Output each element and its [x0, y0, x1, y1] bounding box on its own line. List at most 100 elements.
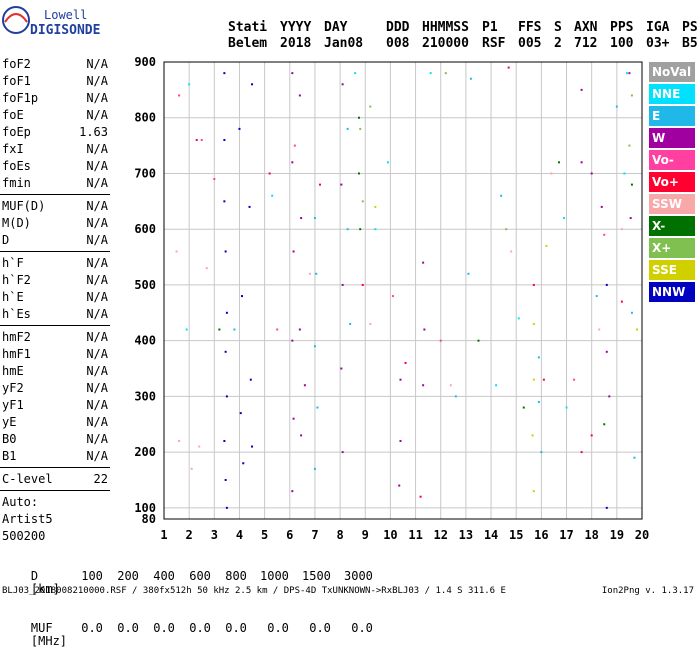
legend-item-x: X-: [649, 216, 695, 236]
echo-point-w: [291, 72, 294, 75]
ticks-layer: 1 2 3 4 5 6 7 8 9 10 11 12 13 14 15 16 17 18 19 20801002003…: [134, 55, 649, 542]
echo-point-sse: [374, 205, 377, 208]
x-tick-label: 5: [261, 528, 268, 542]
param-value: N/A: [86, 432, 108, 446]
echo-point-e: [313, 345, 316, 348]
muf-value: 0.0: [351, 621, 373, 635]
param-value: N/A: [86, 381, 108, 395]
legend-item-x: X+: [649, 238, 695, 258]
distance-value: 600: [189, 569, 211, 583]
echo-point-sse: [531, 434, 534, 437]
param-label: foF2: [2, 57, 31, 71]
param-row: fmin N/A: [0, 175, 112, 192]
echo-point-nnw: [605, 283, 608, 286]
echo-point-x: [522, 406, 525, 409]
param-value: N/A: [86, 108, 108, 122]
distance-value: 100: [81, 569, 103, 583]
distance-label: D: [30, 569, 39, 583]
echo-point-x: [505, 228, 508, 231]
echo-point-vo: [542, 378, 545, 381]
echo-point-x: [369, 105, 372, 108]
param-row: foF2 N/A: [0, 56, 112, 73]
header-label-time: HHMMSS: [422, 20, 469, 35]
param-label: hmF1: [2, 347, 31, 361]
echo-point-e: [630, 311, 633, 314]
header-values-row: Belem 2018 Jan08 008 210000 RSF 005 2 71…: [228, 36, 700, 52]
echo-point-vo: [419, 495, 422, 498]
echo-point-vo: [590, 434, 593, 437]
echo-point-w: [298, 94, 301, 97]
echo-point-x: [361, 200, 364, 203]
x-tick-label: 2: [186, 528, 193, 542]
echo-point-w: [399, 439, 402, 442]
echo-point-nne: [517, 317, 520, 320]
echo-point-e: [467, 272, 470, 275]
legend-item-sse: SSE: [649, 260, 695, 280]
y-tick-label: 200: [134, 445, 156, 459]
digisonde-logo: Lowell DIGISONDE: [2, 6, 100, 38]
echo-point-w: [291, 490, 294, 493]
param-row: M(D) N/A: [0, 215, 112, 232]
param-label: h`E: [2, 290, 24, 304]
echo-point-nne: [271, 194, 274, 197]
echo-point-ssw: [449, 384, 452, 387]
echo-point-w: [292, 417, 295, 420]
header-label-station: Stati: [228, 20, 268, 35]
echo-point-ssw: [550, 172, 553, 175]
echo-point-nne: [495, 384, 498, 387]
param-row: h`E N/A: [0, 289, 112, 306]
param-label: foF1: [2, 74, 31, 88]
y-tick-label: 400: [134, 334, 156, 348]
echo-point-w: [300, 434, 303, 437]
param-value: N/A: [86, 233, 108, 247]
header-label-p1: P1: [482, 20, 498, 35]
muf-value: 0.0: [117, 621, 139, 635]
header-value-time: 210000: [422, 36, 469, 51]
param-row: foE N/A: [0, 107, 112, 124]
x-tick-label: 10: [383, 528, 397, 542]
echo-point-w: [608, 395, 611, 398]
echo-point-w: [341, 283, 344, 286]
x-tick-label: 6: [286, 528, 293, 542]
param-value: N/A: [86, 290, 108, 304]
x-tick-label: 7: [311, 528, 318, 542]
echo-point-x: [218, 328, 221, 331]
echo-point-nne: [185, 328, 188, 331]
echo-point-vo: [391, 295, 394, 298]
distance-value: 1500: [302, 569, 331, 583]
echo-point-x: [630, 94, 633, 97]
legend-item-nnw: NNW: [649, 282, 695, 302]
echo-point-w: [399, 378, 402, 381]
param-row: foF1 N/A: [0, 73, 112, 90]
param-value: N/A: [86, 449, 108, 463]
echo-point-x: [628, 144, 631, 147]
echo-point-e: [346, 228, 349, 231]
echo-point-w: [590, 172, 593, 175]
echo-point-nnw: [240, 295, 243, 298]
echo-point-e: [315, 272, 318, 275]
echo-point-sse: [532, 490, 535, 493]
echo-point-e: [313, 217, 316, 220]
param-row: h`F N/A: [0, 255, 112, 272]
x-tick-label: 13: [459, 528, 473, 542]
param-value: 1.63: [79, 125, 108, 139]
muf-value: 0.0: [81, 621, 103, 635]
panel-divider: [0, 467, 110, 468]
echo-point-x: [603, 423, 606, 426]
muf-value: 0.0: [225, 621, 247, 635]
clevel-value: 22: [93, 472, 108, 486]
echo-point-nnw: [251, 83, 254, 86]
version-label: Ion2Png v. 1.3.17: [601, 586, 694, 596]
header-label-axn: AXN: [574, 20, 598, 35]
param-label: fxI: [2, 142, 24, 156]
echo-point-e: [615, 105, 618, 108]
param-label: foEp: [2, 125, 31, 139]
echo-point-w: [340, 183, 343, 186]
header-label-iga: IGA: [646, 20, 670, 35]
param-value: N/A: [86, 364, 108, 378]
y-tick-label: 80: [142, 512, 156, 526]
param-value: N/A: [86, 199, 108, 213]
param-value: N/A: [86, 256, 108, 270]
echo-point-ssw: [175, 250, 178, 253]
logo-arc: [4, 13, 28, 23]
